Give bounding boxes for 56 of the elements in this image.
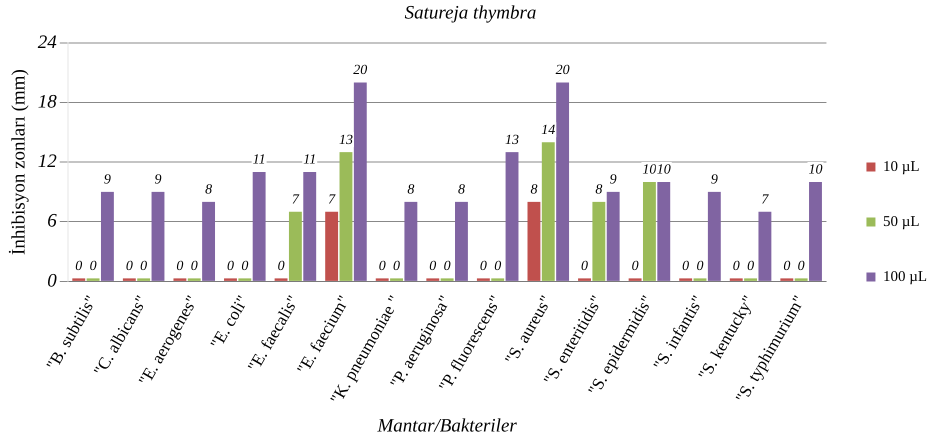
legend-label: 100 µL xyxy=(882,268,928,285)
data-label: 8 xyxy=(205,182,212,198)
data-label: 0 xyxy=(190,259,198,274)
data-label: 0 xyxy=(378,259,386,274)
data-label: 7 xyxy=(761,192,770,208)
data-label: 0 xyxy=(75,259,82,274)
data-label: 8 xyxy=(458,182,465,198)
y-axis-title: İnhibisyon zonları (mm) xyxy=(8,69,30,255)
data-label: 0 xyxy=(176,259,184,274)
data-label: 13 xyxy=(338,132,353,148)
data-label: 8 xyxy=(530,182,538,198)
data-label: 9 xyxy=(610,172,617,188)
data-label: 0 xyxy=(126,259,133,274)
data-label: 14 xyxy=(541,122,556,138)
data-label: 0 xyxy=(241,259,248,274)
data-label: 10 xyxy=(808,162,822,178)
data-label: 10 xyxy=(642,162,656,178)
data-label: 0 xyxy=(581,259,588,274)
data-label: 20 xyxy=(353,63,368,78)
data-label: 11 xyxy=(303,152,316,168)
data-label: 20 xyxy=(556,63,570,78)
y-tick-label: 18 xyxy=(38,91,58,112)
data-label: 0 xyxy=(429,259,436,274)
data-label: 0 xyxy=(140,259,148,274)
data-label: 0 xyxy=(783,259,790,274)
y-tick-label: 6 xyxy=(47,210,58,232)
x-axis-title: Mantar/Bakteriler xyxy=(376,416,518,437)
data-label: 8 xyxy=(407,182,414,198)
data-label: 0 xyxy=(393,259,400,274)
data-label: 0 xyxy=(696,259,704,274)
legend-label: 10 µL xyxy=(882,158,920,175)
y-tick-label: 12 xyxy=(38,151,58,172)
data-label: 11 xyxy=(252,152,266,168)
chart-title: Satureja thymbra xyxy=(404,2,536,24)
data-label: 0 xyxy=(632,259,639,274)
data-label: 9 xyxy=(104,172,111,188)
y-tick-label: 0 xyxy=(47,270,58,292)
data-label: 0 xyxy=(798,259,805,274)
data-label: 0 xyxy=(494,259,502,274)
data-label: 0 xyxy=(480,259,487,274)
data-label: 8 xyxy=(595,182,602,198)
data-label: 0 xyxy=(747,259,754,274)
data-label: 0 xyxy=(732,259,740,274)
data-label: 7 xyxy=(328,192,336,208)
data-label: 0 xyxy=(278,259,285,274)
data-label: 0 xyxy=(226,259,234,274)
data-label: 0 xyxy=(444,259,451,274)
data-label: 9 xyxy=(154,172,162,188)
legend-label: 50 µL xyxy=(882,214,920,230)
data-label: 0 xyxy=(682,259,690,274)
data-label: 13 xyxy=(505,132,520,148)
data-label: 9 xyxy=(710,172,718,188)
data-label: 0 xyxy=(90,259,97,274)
y-tick-label: 24 xyxy=(38,32,58,53)
data-label: 10 xyxy=(656,162,671,178)
data-label: 7 xyxy=(292,192,300,208)
